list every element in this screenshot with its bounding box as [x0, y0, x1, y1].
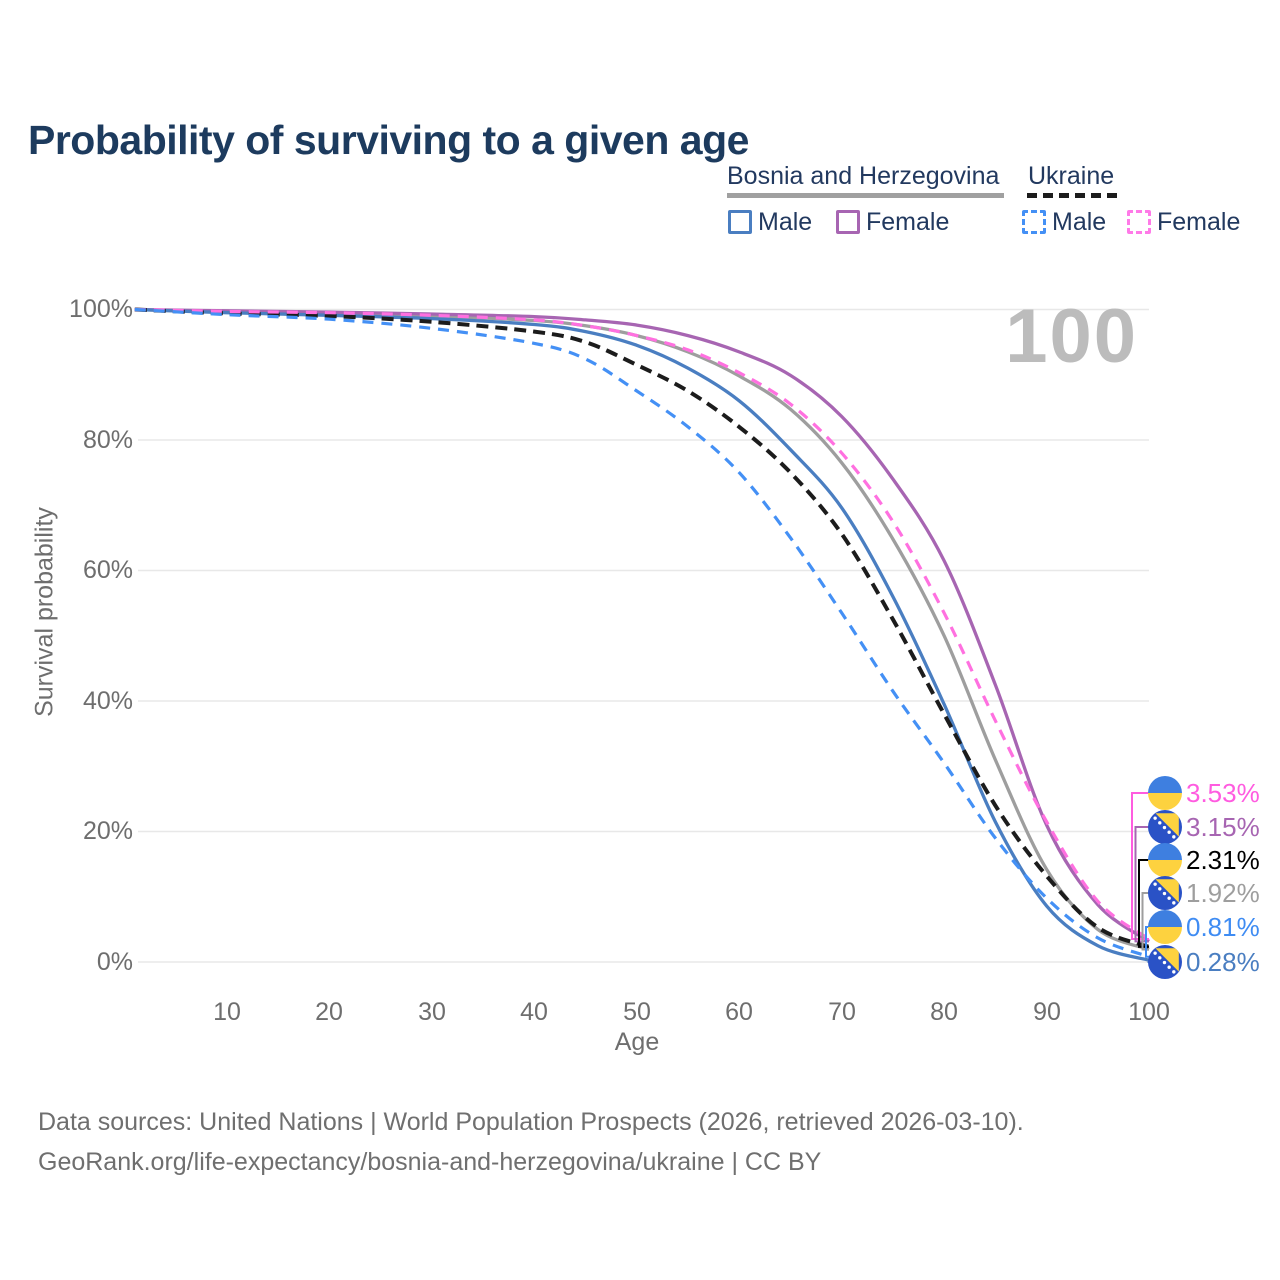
y-axis-tick-label: 100% — [69, 295, 133, 323]
x-axis-tick-label: 10 — [213, 998, 241, 1026]
ukraine-flag-icon — [1148, 776, 1182, 810]
line-bosnia_and_herzegovina_all — [134, 307, 1150, 952]
legend-item-label: Female — [1157, 207, 1241, 236]
legend-item-label: Female — [866, 207, 950, 236]
ukraine-flag-icon — [1148, 843, 1182, 877]
legend-underline-bosnia-solid — [727, 193, 1004, 198]
end-label-ukraine-all: 2.31% — [1148, 843, 1260, 877]
y-axis-tick-label: 0% — [96, 948, 133, 976]
legend-item-ukraine-female[interactable]: Female — [1127, 206, 1240, 238]
y-axis-tick-label: 40% — [82, 687, 133, 715]
end-label-connector — [1138, 859, 1150, 948]
legend-item-bosnia-female[interactable]: Female — [836, 206, 949, 238]
bosnia-flag-icon — [1148, 945, 1182, 979]
end-label-bosnia-female: 3.15% — [1148, 810, 1260, 844]
age-watermark: 100 — [1005, 294, 1138, 379]
bosnia-female-swatch-icon — [836, 210, 860, 234]
bosnia-male-swatch-icon — [728, 210, 752, 234]
x-axis-tick-label: 90 — [1033, 998, 1061, 1026]
ukraine-male-swatch-icon — [1022, 210, 1046, 234]
ukraine-flag-icon — [1148, 910, 1182, 944]
legend-underline-ukraine-dashed — [1027, 193, 1117, 198]
end-label-value: 1.92% — [1186, 877, 1260, 908]
x-axis-title: Age — [614, 1028, 660, 1056]
page-title: Probability of surviving to a given age — [28, 117, 749, 164]
line-bosnia_and_herzegovina_male — [134, 307, 1150, 962]
line-bosnia_and_herzegovina_female — [134, 307, 1150, 943]
bosnia-flag-icon — [1148, 876, 1182, 910]
end-label-value: 0.81% — [1186, 911, 1260, 942]
x-axis-tick-label: 100 — [1128, 998, 1170, 1026]
end-label-bosnia-all: 1.92% — [1148, 876, 1260, 910]
x-axis-tick-label: 80 — [930, 998, 958, 1026]
end-label-value: 3.53% — [1186, 777, 1260, 808]
footer-data-sources: Data sources: United Nations | World Pop… — [38, 1108, 1024, 1136]
line-ukraine_all — [134, 307, 1150, 949]
x-axis-tick-label: 60 — [725, 998, 753, 1026]
y-axis-tick-label: 20% — [82, 817, 133, 845]
end-label-ukraine-female: 3.53% — [1148, 776, 1260, 810]
footer-url: GeoRank.org/life-expectancy/bosnia-and-h… — [38, 1148, 822, 1176]
x-axis-tick-label: 50 — [623, 998, 651, 1026]
bosnia-flag-icon — [1148, 810, 1182, 844]
ukraine-female-swatch-icon — [1127, 210, 1151, 234]
x-axis-tick-label: 30 — [418, 998, 446, 1026]
legend-item-label: Male — [1052, 207, 1107, 236]
legend-item-ukraine-male[interactable]: Male — [1022, 206, 1106, 238]
end-label-ukraine-male: 0.81% — [1148, 910, 1260, 944]
x-axis-tick-label: 40 — [520, 998, 548, 1026]
end-label-value: 3.15% — [1186, 811, 1260, 842]
end-label-value: 2.31% — [1186, 844, 1260, 875]
line-ukraine_male — [134, 307, 1150, 959]
x-axis-tick-label: 20 — [315, 998, 343, 1026]
y-axis-tick-label: 60% — [82, 556, 133, 584]
line-ukraine_female — [134, 307, 1150, 941]
y-axis-tick-label: 80% — [82, 426, 133, 454]
legend-item-bosnia-male[interactable]: Male — [728, 206, 812, 238]
legend-group-bosnia-label: Bosnia and Herzegovina — [727, 162, 1000, 190]
end-label-connector — [1131, 792, 1150, 940]
legend-item-label: Male — [758, 207, 813, 236]
legend-group-ukraine-label: Ukraine — [1028, 162, 1115, 190]
x-axis-tick-label: 70 — [828, 998, 856, 1026]
end-label-value: 0.28% — [1186, 946, 1260, 977]
end-label-bosnia-male: 0.28% — [1148, 945, 1260, 979]
